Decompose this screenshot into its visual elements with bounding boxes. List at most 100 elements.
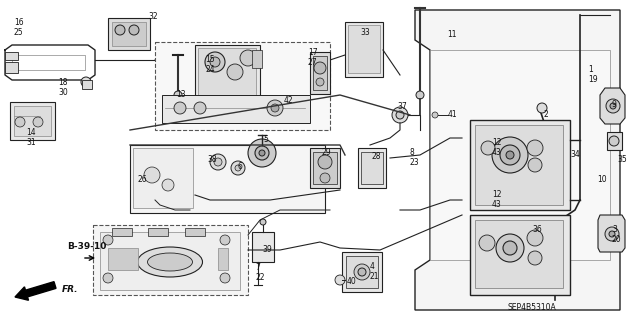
Bar — [346, 256, 378, 288]
Polygon shape — [415, 10, 620, 310]
Bar — [470, 215, 570, 295]
Circle shape — [231, 161, 245, 175]
Text: 15
24: 15 24 — [205, 55, 214, 74]
Ellipse shape — [147, 253, 193, 271]
Circle shape — [144, 167, 160, 183]
Text: 26: 26 — [138, 175, 148, 184]
Circle shape — [240, 50, 256, 66]
Bar — [155, 42, 330, 130]
Circle shape — [174, 91, 182, 99]
Polygon shape — [430, 50, 610, 260]
Ellipse shape — [138, 247, 202, 277]
Text: 28: 28 — [372, 152, 381, 161]
Polygon shape — [5, 52, 18, 60]
Bar — [100, 232, 240, 290]
Bar — [185, 228, 205, 236]
Text: 2: 2 — [543, 110, 548, 119]
Text: 8
23: 8 23 — [410, 148, 420, 167]
Text: 36: 36 — [532, 225, 541, 234]
Circle shape — [479, 235, 495, 251]
Circle shape — [358, 268, 366, 276]
Text: 18
30: 18 30 — [58, 78, 68, 97]
Circle shape — [503, 241, 517, 255]
Circle shape — [220, 235, 230, 245]
Circle shape — [227, 64, 243, 80]
Bar — [475, 220, 563, 288]
Text: 9: 9 — [612, 100, 617, 109]
Circle shape — [259, 150, 265, 156]
Circle shape — [492, 137, 528, 173]
Text: 4
21: 4 21 — [370, 262, 380, 281]
Bar — [112, 22, 146, 46]
Circle shape — [267, 100, 283, 116]
Bar — [82, 80, 92, 89]
Text: 3
20: 3 20 — [612, 225, 621, 244]
Circle shape — [210, 57, 220, 67]
Bar — [358, 148, 386, 188]
Text: 11: 11 — [447, 30, 456, 39]
Circle shape — [314, 62, 326, 74]
Text: 14
31: 14 31 — [26, 128, 36, 147]
Circle shape — [396, 111, 404, 119]
Text: 29: 29 — [322, 148, 332, 157]
Circle shape — [33, 117, 43, 127]
Bar — [133, 148, 193, 208]
Circle shape — [432, 112, 438, 118]
Bar — [470, 120, 570, 210]
Circle shape — [481, 141, 495, 155]
Circle shape — [194, 102, 206, 114]
FancyArrow shape — [15, 282, 56, 300]
Bar — [218, 248, 228, 270]
Text: FR.: FR. — [62, 285, 79, 294]
Circle shape — [354, 264, 370, 280]
Circle shape — [115, 25, 125, 35]
Circle shape — [609, 136, 619, 146]
Text: 33: 33 — [360, 28, 370, 37]
Text: SEP4B5310A: SEP4B5310A — [508, 303, 557, 312]
Circle shape — [174, 102, 186, 114]
Circle shape — [506, 151, 514, 159]
Bar — [475, 125, 563, 205]
Bar — [252, 50, 262, 68]
Bar — [198, 48, 256, 96]
Text: 37: 37 — [397, 102, 407, 111]
Circle shape — [162, 179, 174, 191]
Text: 17
27: 17 27 — [308, 48, 317, 67]
Circle shape — [255, 146, 269, 160]
Bar — [162, 95, 310, 123]
Text: 41: 41 — [448, 110, 458, 119]
Circle shape — [537, 103, 547, 113]
Text: 38: 38 — [207, 155, 216, 164]
Text: B-39-10: B-39-10 — [67, 242, 106, 251]
Polygon shape — [600, 88, 625, 124]
Circle shape — [15, 117, 25, 127]
Text: 16
25: 16 25 — [14, 18, 24, 37]
Bar — [108, 248, 138, 270]
Circle shape — [610, 103, 616, 109]
Text: 34: 34 — [570, 150, 580, 159]
Circle shape — [500, 145, 520, 165]
Bar — [361, 152, 383, 184]
Circle shape — [220, 273, 230, 283]
Polygon shape — [598, 215, 625, 252]
Text: 40: 40 — [347, 277, 356, 286]
Bar — [10, 102, 55, 140]
Text: 6: 6 — [238, 162, 243, 171]
Circle shape — [129, 25, 139, 35]
Text: 5: 5 — [263, 135, 268, 144]
Circle shape — [528, 251, 542, 265]
Circle shape — [527, 140, 543, 156]
Circle shape — [528, 158, 542, 172]
Bar — [310, 148, 340, 188]
Bar — [310, 52, 330, 94]
Text: 39: 39 — [262, 245, 272, 254]
Circle shape — [103, 273, 113, 283]
Bar — [195, 45, 260, 100]
Bar — [112, 228, 132, 236]
Circle shape — [248, 139, 276, 167]
Circle shape — [606, 99, 620, 113]
Circle shape — [205, 52, 225, 72]
Text: 1
19: 1 19 — [588, 65, 598, 84]
Bar — [14, 106, 51, 136]
Circle shape — [335, 275, 345, 285]
